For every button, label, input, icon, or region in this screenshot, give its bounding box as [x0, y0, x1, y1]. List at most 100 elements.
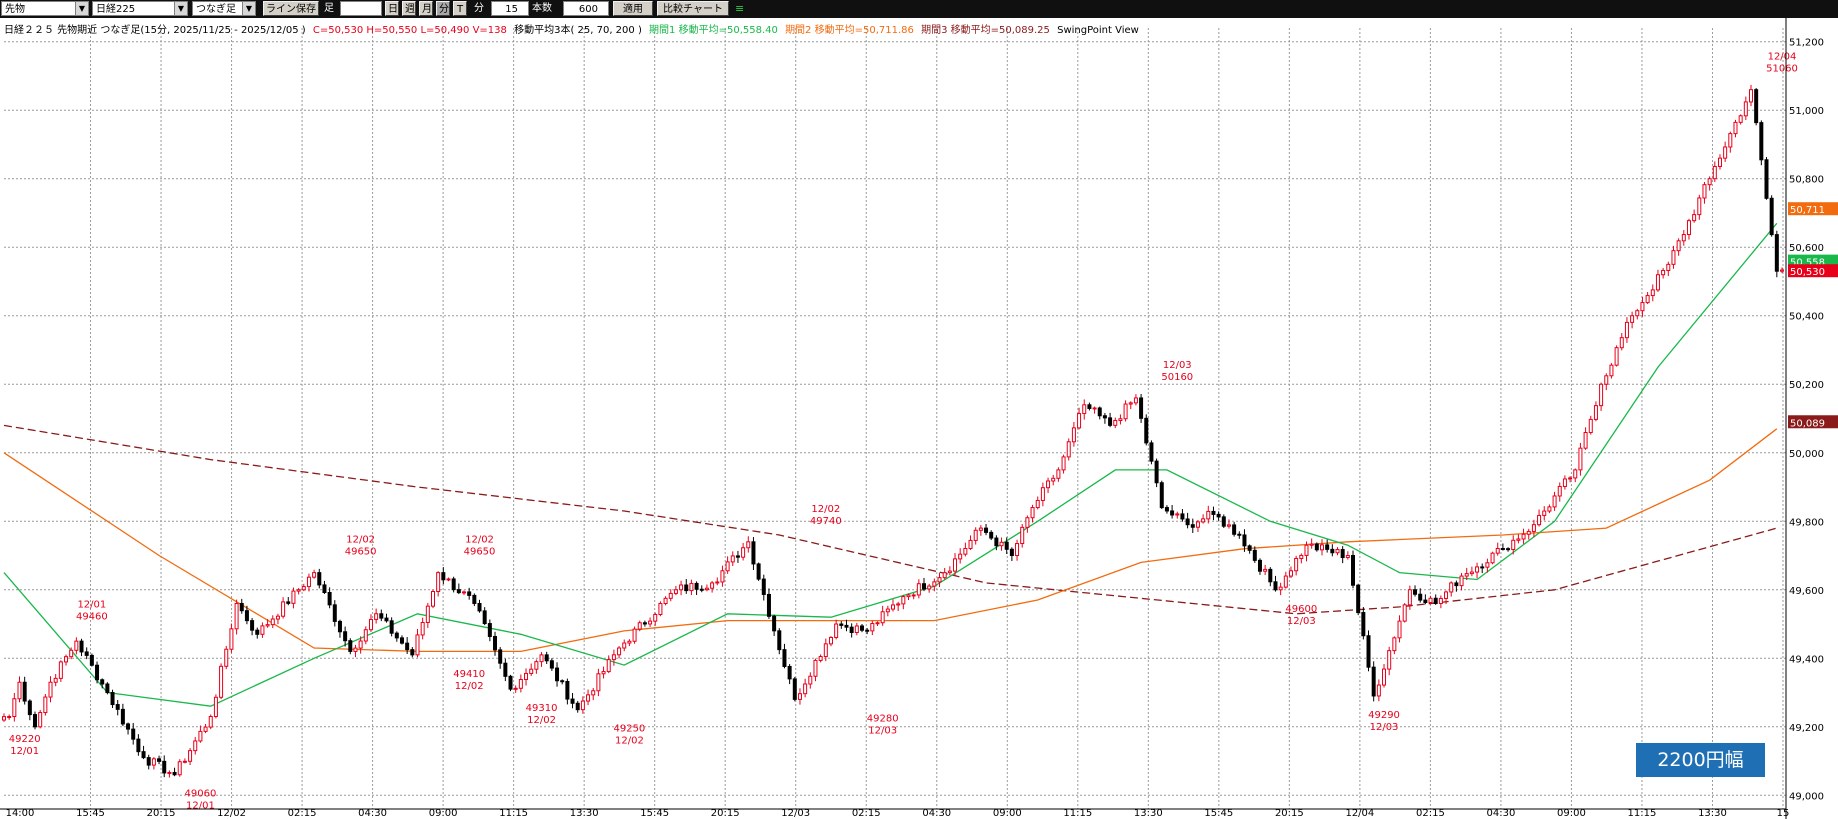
candle [508, 674, 513, 692]
candle-body [1402, 604, 1407, 622]
minute-button[interactable]: 分 [436, 1, 450, 16]
candle [322, 580, 327, 594]
candle-body [1226, 524, 1231, 527]
save-line-button[interactable]: ライン保存 [263, 1, 319, 16]
price-tag-text: 50,558 [1790, 258, 1825, 269]
candle-body [1004, 541, 1009, 550]
candle-body [1712, 165, 1717, 180]
candle-body [1516, 538, 1521, 541]
candle-body [425, 605, 430, 623]
candle [658, 601, 663, 617]
day-button[interactable]: 日 [385, 1, 399, 16]
candle-body [1469, 571, 1474, 575]
foot-input[interactable] [340, 1, 382, 16]
candle-body [1056, 469, 1061, 479]
candle [761, 574, 766, 601]
candle-body [1733, 121, 1738, 135]
candle [932, 578, 937, 592]
candle-body [213, 696, 218, 718]
candle-body [1754, 89, 1759, 124]
candle [1020, 523, 1025, 548]
candle [1485, 558, 1490, 573]
candle [1423, 594, 1428, 605]
x-tick-label: 11:15 [1628, 808, 1657, 819]
candle [1051, 474, 1056, 486]
market-select[interactable]: 先物 ▼ [1, 1, 89, 16]
candle-body [1650, 289, 1655, 297]
candle-body [927, 585, 932, 590]
candle [1102, 412, 1107, 424]
y-tick-label: 50,200 [1789, 380, 1824, 391]
candle-body [420, 621, 425, 636]
candle-body [699, 588, 704, 591]
swing-price: 50160 [1161, 372, 1193, 383]
candle [141, 745, 146, 760]
candle-body [1418, 593, 1423, 601]
candle-body [1552, 495, 1557, 508]
candle-body [115, 704, 120, 710]
candle-body [110, 692, 115, 706]
candle [1671, 245, 1676, 269]
candle [1500, 543, 1505, 551]
candle-body [963, 547, 968, 555]
candle [425, 602, 430, 628]
candle [627, 639, 632, 647]
candle-body [746, 541, 751, 549]
candle [151, 757, 156, 770]
candle [1221, 514, 1226, 529]
candle [1154, 458, 1159, 488]
interval-input[interactable]: 15 [491, 1, 529, 16]
symbol-select[interactable]: 日経225 ▼ [92, 1, 188, 16]
candle-body [1588, 418, 1593, 434]
count-input[interactable]: 600 [563, 1, 609, 16]
candle [1268, 567, 1273, 587]
candle-body [989, 531, 994, 539]
candle [1356, 583, 1361, 616]
candle-body [1133, 397, 1138, 404]
price-chart[interactable]: 4922012/0112/01494604906012/0112/0249650… [0, 18, 1838, 819]
candle-body [1278, 586, 1283, 591]
swing-date: 12/03 [1370, 722, 1399, 733]
candle [1252, 546, 1257, 563]
x-tick-label: 14:00 [6, 808, 35, 819]
candle-body [172, 771, 177, 776]
candle [1547, 504, 1552, 514]
candle [1283, 571, 1288, 589]
candle-body [1433, 597, 1438, 604]
candle-body [922, 583, 927, 590]
candle-body [1252, 549, 1257, 561]
candle-body [312, 572, 317, 578]
tick-button[interactable]: T [453, 1, 467, 16]
candle-body [1645, 295, 1650, 304]
candle [513, 685, 518, 693]
candle [1593, 401, 1598, 422]
candle-body [1537, 514, 1542, 526]
candle-body [208, 716, 213, 728]
candle-body [219, 665, 224, 698]
compare-chart-button[interactable]: 比較チャート [657, 1, 729, 16]
candle-body [250, 620, 255, 631]
chart-icon[interactable]: ≡ [735, 2, 745, 15]
candle-body [193, 740, 198, 752]
mode-select[interactable]: つなぎ足 ▼ [192, 1, 256, 16]
apply-button[interactable]: 適用 [613, 1, 653, 16]
candle [694, 581, 699, 595]
month-button[interactable]: 月 [419, 1, 433, 16]
chevron-down-icon: ▼ [174, 2, 187, 15]
price-tag-text: 50,711 [1790, 205, 1825, 216]
candle [1345, 551, 1350, 560]
candle [653, 612, 658, 626]
candle-body [1015, 543, 1020, 557]
x-tick-label: 13:30 [1134, 808, 1163, 819]
candle [1599, 382, 1604, 411]
candle [1180, 509, 1185, 522]
x-tick-label: 02:15 [852, 808, 881, 819]
candle [637, 620, 642, 632]
candle-body [617, 647, 622, 656]
candle [1314, 542, 1319, 552]
candle-body [1593, 405, 1598, 420]
week-button[interactable]: 週 [402, 1, 416, 16]
candle-body [12, 698, 17, 718]
